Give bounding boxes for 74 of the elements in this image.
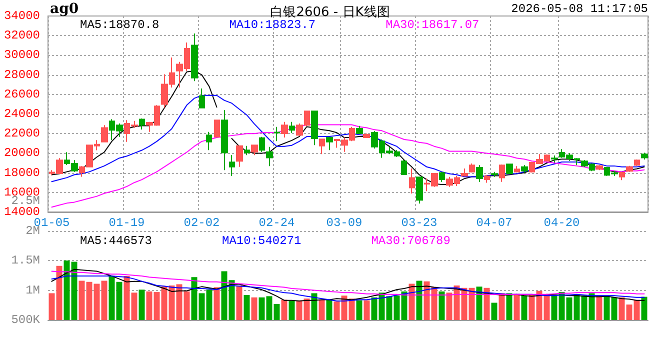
candlestick	[311, 110, 318, 146]
y-tick-label: 32000	[4, 28, 40, 43]
candlestick	[634, 158, 640, 166]
candlestick	[251, 144, 258, 156]
candlestick	[521, 164, 528, 174]
candlestick	[619, 172, 625, 181]
candlestick	[484, 174, 490, 184]
y-tick-label: 24000	[4, 107, 40, 121]
candlestick	[244, 145, 250, 156]
candlestick	[326, 136, 333, 151]
candlestick	[214, 120, 220, 138]
x-tick-label: 02-24	[258, 216, 295, 230]
candlestick	[416, 176, 423, 204]
candlestick	[439, 171, 445, 182]
text: MA30:706789	[371, 234, 450, 248]
line-series	[51, 270, 645, 296]
candlestick	[199, 88, 205, 108]
line-series	[51, 124, 645, 208]
candlestick	[289, 121, 295, 134]
candlestick	[206, 131, 212, 151]
y-tick-label: 20000	[4, 146, 40, 160]
candlestick	[461, 168, 468, 176]
candlestick	[139, 118, 145, 130]
y-tick-label: 34000	[4, 9, 40, 23]
candlestick	[476, 164, 483, 182]
candlestick	[401, 160, 407, 175]
candlestick	[191, 33, 198, 82]
candlestick	[274, 126, 280, 142]
series-label: MA5:446573	[80, 234, 152, 248]
x-tick-label: 01-19	[108, 216, 145, 230]
candlestick	[101, 124, 108, 142]
annotation: ag0	[50, 1, 79, 17]
x-tick-label: 02-02	[184, 216, 220, 230]
y-tick-label: 14000	[4, 205, 40, 219]
candlestick	[551, 154, 558, 164]
text: MA10:18823.7	[229, 18, 316, 32]
x-tick-label: 03-23	[401, 216, 438, 230]
candlestick	[236, 145, 243, 168]
candlestick	[356, 125, 363, 134]
chart-title: 白银2606 - 日K线图	[270, 5, 390, 20]
x-tick-label: 04-07	[476, 216, 512, 230]
y-tick-label: 22000	[4, 126, 40, 141]
y-tick-label: 30000	[4, 48, 40, 62]
candlestick	[259, 136, 265, 152]
x-tick-label: 04-20	[544, 216, 580, 230]
y-tick-label: 18000	[4, 166, 40, 180]
candlestick	[514, 166, 520, 174]
candlestick	[409, 168, 415, 194]
candlestick	[469, 162, 475, 174]
text: 2026-05-08 11:17:05	[511, 2, 648, 16]
candlestick	[319, 138, 325, 155]
y-tick-label: 28000	[4, 68, 40, 82]
candlestick	[229, 154, 235, 176]
line-series	[51, 275, 645, 302]
y-tick-label: 500K	[11, 313, 41, 327]
text: MA30:18617.07	[386, 18, 480, 32]
line-series	[51, 268, 645, 302]
candlestick	[363, 133, 370, 138]
candlestick	[641, 152, 648, 160]
y-tick-label: 1M	[26, 283, 40, 298]
candlestick	[596, 164, 603, 171]
candlestick	[221, 110, 228, 171]
candlestick	[491, 171, 498, 178]
candlestick	[506, 164, 513, 174]
candlestick	[626, 165, 633, 172]
candlestick	[499, 164, 505, 182]
candlestick	[266, 146, 273, 167]
y-tick-label: 26000	[4, 87, 40, 102]
y-tick-label: 1.5M	[11, 254, 40, 268]
text: MA10:540271	[222, 234, 302, 248]
candlestick	[281, 121, 288, 138]
line-series	[51, 94, 645, 182]
text: MA5:18870.8	[80, 18, 160, 32]
x-tick-label: 03-09	[326, 216, 362, 230]
